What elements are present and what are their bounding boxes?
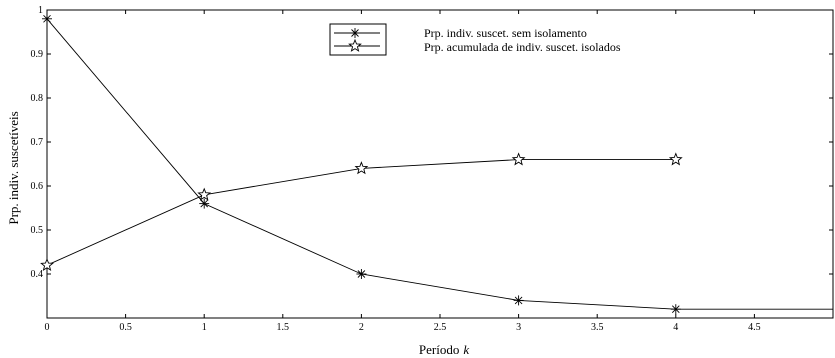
data-point-star — [668, 152, 683, 166]
data-point-asterisk — [670, 304, 681, 315]
legend-marker-star — [348, 38, 362, 52]
asterisk-stroke — [671, 305, 680, 314]
data-point-star — [511, 152, 526, 166]
x-tick-label: 0 — [45, 322, 50, 333]
series-layer — [40, 13, 833, 315]
data-point-asterisk — [42, 13, 52, 24]
legend-item-series-1: Prp. acumulada de indiv. suscet. isolado… — [334, 38, 621, 54]
x-tick-label: 3 — [516, 322, 521, 333]
y-tick-label: 0.9 — [31, 49, 44, 60]
legend-star-glyph — [348, 38, 362, 52]
asterisk-stroke — [514, 296, 523, 305]
x-axis-label: Período k — [419, 342, 469, 357]
data-point-star — [40, 257, 54, 272]
y-tick-label: 0.4 — [31, 269, 44, 280]
series-0 — [42, 13, 833, 315]
y-tick-label: 1 — [38, 5, 43, 16]
data-point-asterisk — [356, 269, 367, 279]
x-tick-label: 3.5 — [591, 322, 604, 333]
data-point-asterisk — [513, 295, 524, 306]
legend-label-series-0: Prp. indiv. suscet. sem isolamento — [424, 26, 587, 40]
x-axis-label-variable: k — [463, 342, 469, 357]
y-tick-label: 0.6 — [31, 181, 44, 192]
x-axis-label-text: Período — [419, 342, 459, 357]
legend-item-series-0: Prp. indiv. suscet. sem isolamento — [334, 26, 587, 40]
x-tick-label: 4 — [673, 322, 678, 333]
series-line-0 — [46, 18, 833, 310]
ticks-layer: 0 0.5 1 1.5 2 2.5 3 3.5 4 4.5 0.4 0.5 0.6 0.7 0.8 0.9 1 — [31, 5, 833, 333]
series-1 — [40, 152, 683, 272]
legend: Prp. indiv. suscet. sem isolamento Prp. … — [329, 23, 621, 56]
y-axis-label: Prp. indiv. suscetíveis — [6, 111, 21, 224]
asterisk-stroke — [357, 270, 366, 278]
asterisk-stroke — [200, 199, 209, 208]
asterisk-stroke — [43, 14, 51, 23]
data-point-star — [354, 161, 369, 175]
legend-asterisk-glyph — [350, 28, 360, 38]
series-line-1 — [46, 159, 676, 266]
legend-label-series-1: Prp. acumulada de indiv. suscet. isolado… — [424, 40, 621, 54]
data-point-asterisk — [199, 198, 210, 209]
asterisk-stroke — [351, 29, 359, 37]
x-tick-label: 1.5 — [277, 322, 290, 333]
y-tick-label: 0.5 — [31, 225, 44, 236]
data-point-star — [197, 187, 212, 201]
x-tick-label: 2 — [359, 322, 364, 333]
x-tick-label: 4.5 — [748, 322, 761, 333]
x-tick-label: 2.5 — [434, 322, 447, 333]
y-tick-label: 0.8 — [31, 93, 44, 104]
x-tick-label: 1 — [202, 322, 207, 333]
legend-marker-asterisk — [350, 28, 360, 38]
x-tick-label: 0.5 — [119, 322, 132, 333]
y-tick-label: 0.7 — [31, 137, 44, 148]
